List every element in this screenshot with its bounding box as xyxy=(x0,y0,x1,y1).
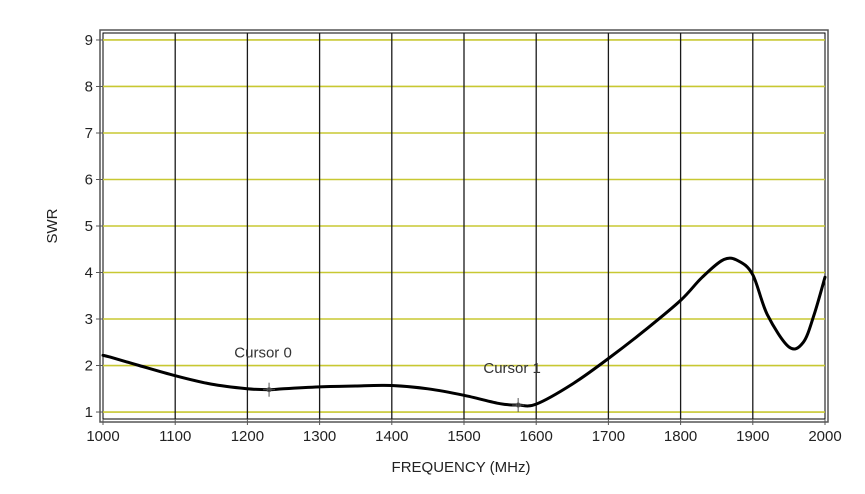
x-tick-labels: 1000 1100 1200 1300 1400 1500 1600 1700 1800 1900… xyxy=(86,428,841,445)
x-tick-label: 1800 xyxy=(664,428,697,445)
y-tick-label: 2 xyxy=(85,358,93,375)
y-tick-label: 1 xyxy=(85,404,93,421)
x-tick-label: 1900 xyxy=(736,428,769,445)
y-tick-label: 3 xyxy=(85,311,93,328)
x-axis-title: FREQUENCY (MHz) xyxy=(392,459,531,476)
cursor-0[interactable]: Cursor 0 xyxy=(234,345,292,397)
x-tick-label: 1200 xyxy=(231,428,264,445)
y-tick-label: 6 xyxy=(85,171,93,188)
y-tick-labels: 1 2 3 4 5 6 7 8 9 xyxy=(85,32,93,421)
x-tick-label: 1400 xyxy=(375,428,408,445)
y-tick-label: 4 xyxy=(85,265,93,282)
cursor-label: Cursor 0 xyxy=(234,345,292,362)
cursor-point xyxy=(515,402,521,408)
x-tick-label: 2000 xyxy=(808,428,841,445)
y-tick-label: 9 xyxy=(85,32,93,49)
cursors: Cursor 0 Cursor 1 xyxy=(234,345,541,413)
cursor-1[interactable]: Cursor 1 xyxy=(483,360,541,413)
x-tick-label: 1300 xyxy=(303,428,336,445)
x-tick-label: 1700 xyxy=(592,428,625,445)
cursor-label: Cursor 1 xyxy=(483,360,541,377)
x-tick-label: 1100 xyxy=(159,428,191,445)
x-tick-label: 1600 xyxy=(520,428,553,445)
y-tick-label: 5 xyxy=(85,218,93,235)
x-tick-label: 1000 xyxy=(86,428,119,445)
y-tick-label: 7 xyxy=(85,125,93,142)
axis-ticks xyxy=(96,39,826,425)
cursor-point xyxy=(266,387,272,393)
y-tick-label: 8 xyxy=(85,78,93,95)
y-axis-title: SWR xyxy=(44,208,61,243)
grid xyxy=(103,33,825,419)
x-tick-label: 1500 xyxy=(447,428,480,445)
